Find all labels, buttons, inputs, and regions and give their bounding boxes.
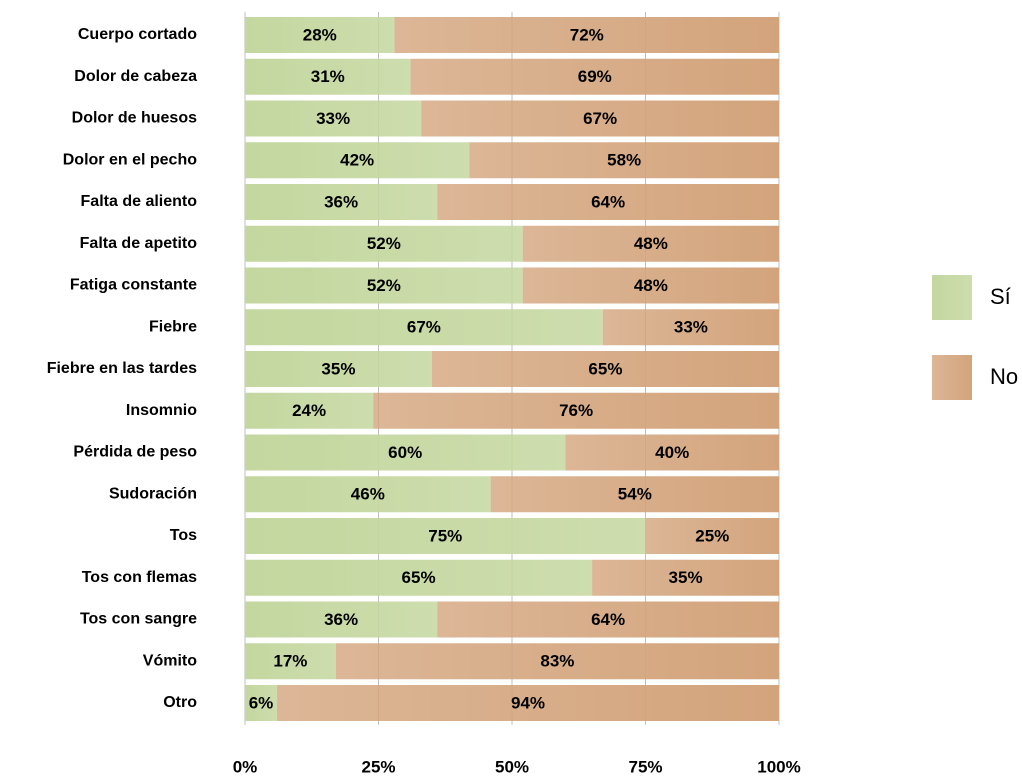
bar-segment <box>245 601 438 638</box>
data-label: 35% <box>669 568 703 587</box>
data-label: 67% <box>583 109 617 128</box>
category-label: Dolor de huesos <box>72 110 197 127</box>
data-label: 52% <box>367 234 401 253</box>
bar-segment <box>245 643 336 680</box>
bar-segment <box>565 434 779 471</box>
data-label: 67% <box>407 318 441 337</box>
legend-swatch <box>932 275 972 320</box>
x-tick-label: 100% <box>757 757 800 776</box>
data-label: 52% <box>367 276 401 295</box>
category-label: Tos con sangre <box>80 611 197 628</box>
bar-segment <box>245 58 411 95</box>
data-label: 76% <box>559 401 593 420</box>
data-label: 28% <box>303 25 337 44</box>
bar-segment <box>437 184 779 220</box>
data-label: 69% <box>578 67 612 86</box>
bar-segment <box>245 392 374 429</box>
bar-segment <box>277 685 779 721</box>
data-label: 17% <box>273 652 307 671</box>
bar-segment <box>245 434 566 471</box>
bar-segment <box>245 476 491 513</box>
bar-segment <box>245 225 523 262</box>
bar-segment <box>245 518 646 554</box>
data-label: 64% <box>591 610 625 629</box>
category-label: Tos <box>170 527 197 544</box>
bar-segment <box>335 643 779 680</box>
x-tick-label: 75% <box>628 757 662 776</box>
bar-segment <box>245 267 523 304</box>
data-label: 46% <box>351 485 385 504</box>
data-label: 48% <box>634 234 668 253</box>
bar-segment <box>469 142 779 179</box>
category-label: Fiebre <box>149 318 197 335</box>
bar-segment <box>437 601 779 638</box>
bar-segment <box>245 685 278 721</box>
data-label: 33% <box>316 109 350 128</box>
bar-segment <box>602 309 779 346</box>
legend-swatch <box>932 355 972 400</box>
category-label: Otro <box>163 694 197 711</box>
bar-segment <box>245 184 438 220</box>
x-tick-label: 50% <box>495 757 529 776</box>
data-label: 54% <box>618 485 652 504</box>
legend-label: Sí <box>990 284 1011 309</box>
bar-segment <box>490 476 779 513</box>
bar-segment <box>245 559 593 596</box>
bar-segment <box>245 100 422 137</box>
data-label: 94% <box>511 693 545 712</box>
bar-segment <box>522 225 779 262</box>
bar-segment <box>245 17 395 53</box>
bar-segment <box>410 58 779 95</box>
data-label: 33% <box>674 318 708 337</box>
bar-segment <box>431 351 779 387</box>
data-label: 42% <box>340 151 374 170</box>
data-label: 65% <box>402 568 436 587</box>
data-label: 64% <box>591 192 625 211</box>
category-label: Tos con flemas <box>82 569 197 586</box>
legend-label: No <box>990 364 1018 389</box>
x-tick-label: 25% <box>361 757 395 776</box>
bar-segment <box>245 142 470 179</box>
bar-segment <box>373 392 779 429</box>
x-tick-label: 0% <box>233 757 258 776</box>
data-label: 36% <box>324 610 358 629</box>
category-label: Falta de apetito <box>80 235 198 252</box>
category-label: Pérdida de peso <box>73 444 197 461</box>
category-label: Fatiga constante <box>70 277 197 294</box>
bar-segment <box>592 559 779 596</box>
data-label: 36% <box>324 192 358 211</box>
data-label: 75% <box>428 526 462 545</box>
data-label: 25% <box>695 526 729 545</box>
data-label: 35% <box>321 359 355 378</box>
data-label: 60% <box>388 443 422 462</box>
data-label: 48% <box>634 276 668 295</box>
bar-segment <box>394 17 779 53</box>
category-label: Sudoración <box>109 485 197 502</box>
bar-segment <box>245 351 432 387</box>
data-label: 83% <box>540 652 574 671</box>
data-label: 31% <box>311 67 345 86</box>
data-label: 6% <box>249 693 274 712</box>
data-label: 58% <box>607 151 641 170</box>
data-label: 72% <box>570 25 604 44</box>
category-label: Vómito <box>143 652 197 669</box>
category-label: Fiebre en las tardes <box>47 360 197 377</box>
data-label: 24% <box>292 401 326 420</box>
bar-segment <box>245 309 603 346</box>
bar-segment <box>645 518 779 554</box>
category-label: Falta de aliento <box>81 193 198 210</box>
data-label: 65% <box>588 359 622 378</box>
category-label: Cuerpo cortado <box>78 26 197 43</box>
data-label: 40% <box>655 443 689 462</box>
bar-segment <box>522 267 779 304</box>
bar-segment <box>421 100 779 137</box>
category-label: Insomnio <box>126 402 197 419</box>
category-label: Dolor de cabeza <box>74 68 197 85</box>
category-label: Dolor en el pecho <box>63 151 197 168</box>
